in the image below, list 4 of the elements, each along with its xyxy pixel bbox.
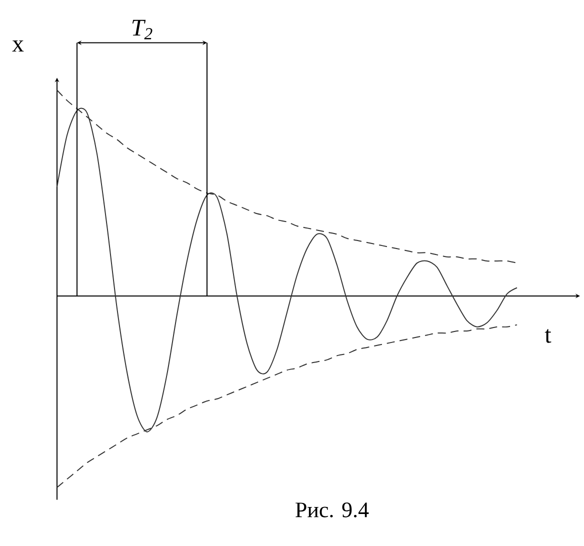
text: Рис. 9.4 [296,502,369,518]
y-axis-title: x [12,40,24,52]
x-axis-title: t [544,329,552,343]
text: T$_{2}$ [132,20,152,40]
